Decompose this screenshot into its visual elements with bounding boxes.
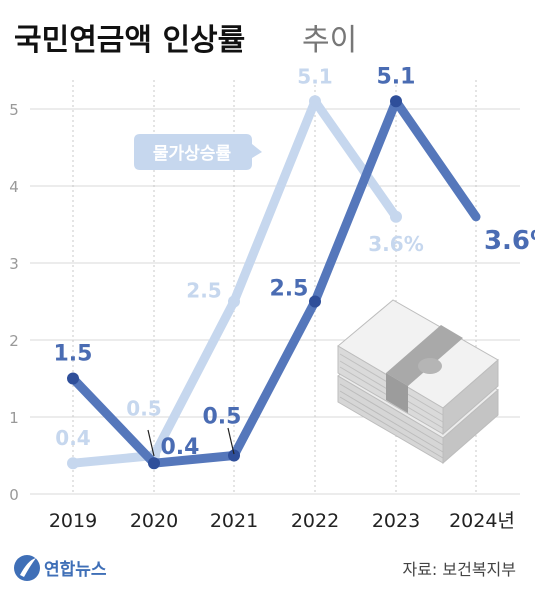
logo-text: 연합뉴스 <box>44 559 107 580</box>
data-label: 0.5 <box>126 397 161 421</box>
x-tick-label: 2024년 <box>449 510 515 532</box>
x-tick-label: 2022 <box>291 510 339 532</box>
data-label: 3.6% <box>484 226 535 256</box>
chart-title-suffix: 추이 <box>302 23 357 58</box>
x-tick-label: 2023 <box>372 510 420 532</box>
legend-callout: 물가상승률 <box>134 134 262 170</box>
y-tick-label: 3 <box>9 255 19 273</box>
y-tick-label: 5 <box>9 101 19 119</box>
data-label: 2.5 <box>270 277 309 302</box>
data-label: 2.5 <box>186 279 221 303</box>
x-tick-label: 2021 <box>210 510 258 532</box>
series <box>67 95 481 470</box>
y-tick-label: 0 <box>9 486 19 504</box>
label-pointer <box>227 427 235 455</box>
data-point <box>148 457 160 470</box>
data-point <box>67 372 79 385</box>
chart-title: 국민연금액 인상률 <box>14 23 245 58</box>
label-pointer <box>147 429 155 457</box>
data-point <box>390 210 402 223</box>
yonhap-logo: 연합뉴스 <box>14 555 107 581</box>
y-axis-labels: 0 1 2 3 4 5 <box>9 101 19 504</box>
x-tick-label: 2019 <box>49 510 97 532</box>
data-label: 5.1 <box>297 64 332 88</box>
legend-label: 물가상승률 <box>153 144 232 164</box>
data-label: 5.1 <box>377 64 416 89</box>
x-tick-label: 2020 <box>130 510 178 532</box>
data-point <box>309 295 321 308</box>
money-bundle-icon <box>337 299 499 465</box>
x-axis-labels: 2019 2020 2021 2022 2023 2024년 <box>49 510 515 532</box>
y-tick-label: 2 <box>9 332 19 350</box>
data-point <box>228 295 240 308</box>
data-label: 0.4 <box>161 435 200 460</box>
data-label: 0.4 <box>55 426 90 450</box>
data-point <box>228 449 240 462</box>
data-labels: 0.40.52.55.13.6%1.50.40.52.55.13.6% <box>54 64 535 460</box>
y-tick-label: 4 <box>9 178 19 196</box>
data-label: 0.5 <box>203 405 242 430</box>
series-line-1 <box>68 96 481 468</box>
data-label: 3.6% <box>368 232 423 256</box>
source-text: 자료: 보건복지부 <box>402 560 516 579</box>
data-point <box>390 95 402 108</box>
data-point <box>67 457 79 470</box>
y-tick-label: 1 <box>9 409 19 427</box>
data-point <box>309 95 321 108</box>
data-label: 1.5 <box>54 342 93 367</box>
